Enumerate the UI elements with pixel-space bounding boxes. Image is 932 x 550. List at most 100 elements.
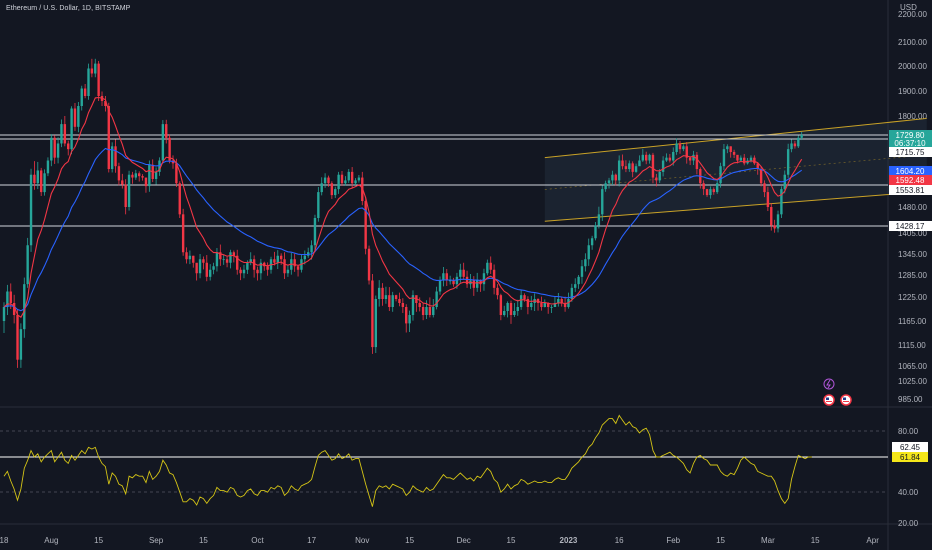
candle-body[interactable] <box>617 160 621 181</box>
candle-body[interactable] <box>9 291 12 304</box>
candle-body[interactable] <box>719 166 722 184</box>
candle-body[interactable] <box>732 151 736 155</box>
candle-body[interactable] <box>148 164 151 187</box>
candle-body[interactable] <box>577 276 580 285</box>
candle-body[interactable] <box>476 280 479 288</box>
candle-body[interactable] <box>171 160 175 164</box>
candle-body[interactable] <box>543 303 546 307</box>
candle-body[interactable] <box>67 143 70 150</box>
candle-body[interactable] <box>131 174 134 178</box>
candle-body[interactable] <box>753 157 756 164</box>
candle-body[interactable] <box>168 137 171 161</box>
candle-body[interactable] <box>715 183 719 193</box>
candle-body[interactable] <box>560 299 563 303</box>
candle-body[interactable] <box>239 269 242 274</box>
flash-icon[interactable] <box>823 378 835 390</box>
candle-body[interactable] <box>121 180 124 185</box>
candle-body[interactable] <box>90 68 94 74</box>
candle-body[interactable] <box>266 266 269 270</box>
candle-body[interactable] <box>786 149 790 175</box>
candle-body[interactable] <box>513 311 516 315</box>
candle-body[interactable] <box>780 189 783 215</box>
candle-body[interactable] <box>472 280 476 288</box>
candle-body[interactable] <box>388 295 391 307</box>
candle-body[interactable] <box>188 255 192 260</box>
candle-body[interactable] <box>692 154 695 161</box>
candle-body[interactable] <box>665 157 668 161</box>
candle-body[interactable] <box>279 255 283 260</box>
candle-body[interactable] <box>658 171 661 181</box>
channel-upper-line[interactable] <box>544 117 927 159</box>
candle-body[interactable] <box>797 137 800 147</box>
candle-body[interactable] <box>330 183 334 196</box>
candle-body[interactable] <box>185 252 188 260</box>
candle-body[interactable] <box>411 295 415 315</box>
candle-body[interactable] <box>165 124 168 138</box>
candle-body[interactable] <box>29 174 33 246</box>
candle-body[interactable] <box>252 259 256 270</box>
candle-body[interactable] <box>540 303 543 307</box>
candle-body[interactable] <box>584 259 587 267</box>
candle-body[interactable] <box>695 154 699 170</box>
candle-body[interactable] <box>225 259 229 263</box>
candle-body[interactable] <box>364 201 367 249</box>
candle-body[interactable] <box>313 217 317 246</box>
candle-body[interactable] <box>496 287 499 296</box>
candle-body[interactable] <box>53 137 56 158</box>
candle-body[interactable] <box>621 160 624 167</box>
candle-body[interactable] <box>286 269 290 274</box>
candle-body[interactable] <box>249 259 252 263</box>
candle-body[interactable] <box>709 189 712 196</box>
candle-body[interactable] <box>114 146 117 167</box>
candle-body[interactable] <box>503 311 506 315</box>
candle-body[interactable] <box>614 174 617 181</box>
candle-body[interactable] <box>283 259 286 274</box>
candle-body[interactable] <box>580 266 584 277</box>
candle-body[interactable] <box>486 262 489 274</box>
candle-body[interactable] <box>117 166 121 181</box>
candle-body[interactable] <box>770 207 773 226</box>
candle-body[interactable] <box>499 295 503 315</box>
candle-body[interactable] <box>323 177 327 184</box>
candle-body[interactable] <box>310 245 313 253</box>
candle-body[interactable] <box>212 266 215 270</box>
candle-body[interactable] <box>381 287 384 299</box>
candle-body[interactable] <box>344 180 347 184</box>
candle-body[interactable] <box>107 106 110 170</box>
candle-body[interactable] <box>23 284 26 330</box>
candle-body[interactable] <box>127 174 131 207</box>
candle-body[interactable] <box>574 284 577 288</box>
channel-lower-line[interactable] <box>544 191 927 222</box>
rsi-axis[interactable]: 80.00 40.00 20.00 <box>898 427 919 528</box>
candle-body[interactable] <box>26 245 29 285</box>
candle-body[interactable] <box>712 189 715 193</box>
candle-body[interactable] <box>408 315 411 324</box>
candle-body[interactable] <box>685 146 688 158</box>
candle-body[interactable] <box>445 273 448 281</box>
candle-body[interactable] <box>688 157 692 161</box>
candle-body[interactable] <box>205 262 208 277</box>
candle-body[interactable] <box>154 171 158 179</box>
candle-body[interactable] <box>651 154 655 178</box>
candle-body[interactable] <box>401 303 405 307</box>
candle-body[interactable] <box>195 262 198 274</box>
time-axis[interactable]: 18 Aug 15 Sep 15 Oct 17 Nov 15 Dec 15 2023 16 Feb 15 Ma… <box>0 536 879 545</box>
candle-body[interactable] <box>354 180 357 184</box>
candle-body[interactable] <box>391 295 394 307</box>
candle-body[interactable] <box>16 315 19 360</box>
candle-body[interactable] <box>790 143 793 150</box>
candle-body[interactable] <box>219 252 222 260</box>
candle-body[interactable] <box>50 137 53 161</box>
candle-body[interactable] <box>33 174 36 184</box>
candle-body[interactable] <box>259 262 263 274</box>
candle-body[interactable] <box>459 269 462 277</box>
candle-body[interactable] <box>452 280 455 285</box>
candle-body[interactable] <box>557 299 560 303</box>
candle-body[interactable] <box>334 189 337 196</box>
candle-body[interactable] <box>80 88 83 107</box>
candle-body[interactable] <box>587 245 590 260</box>
candle-body[interactable] <box>645 154 648 161</box>
candle-body[interactable] <box>97 63 100 96</box>
candle-body[interactable] <box>222 259 225 261</box>
